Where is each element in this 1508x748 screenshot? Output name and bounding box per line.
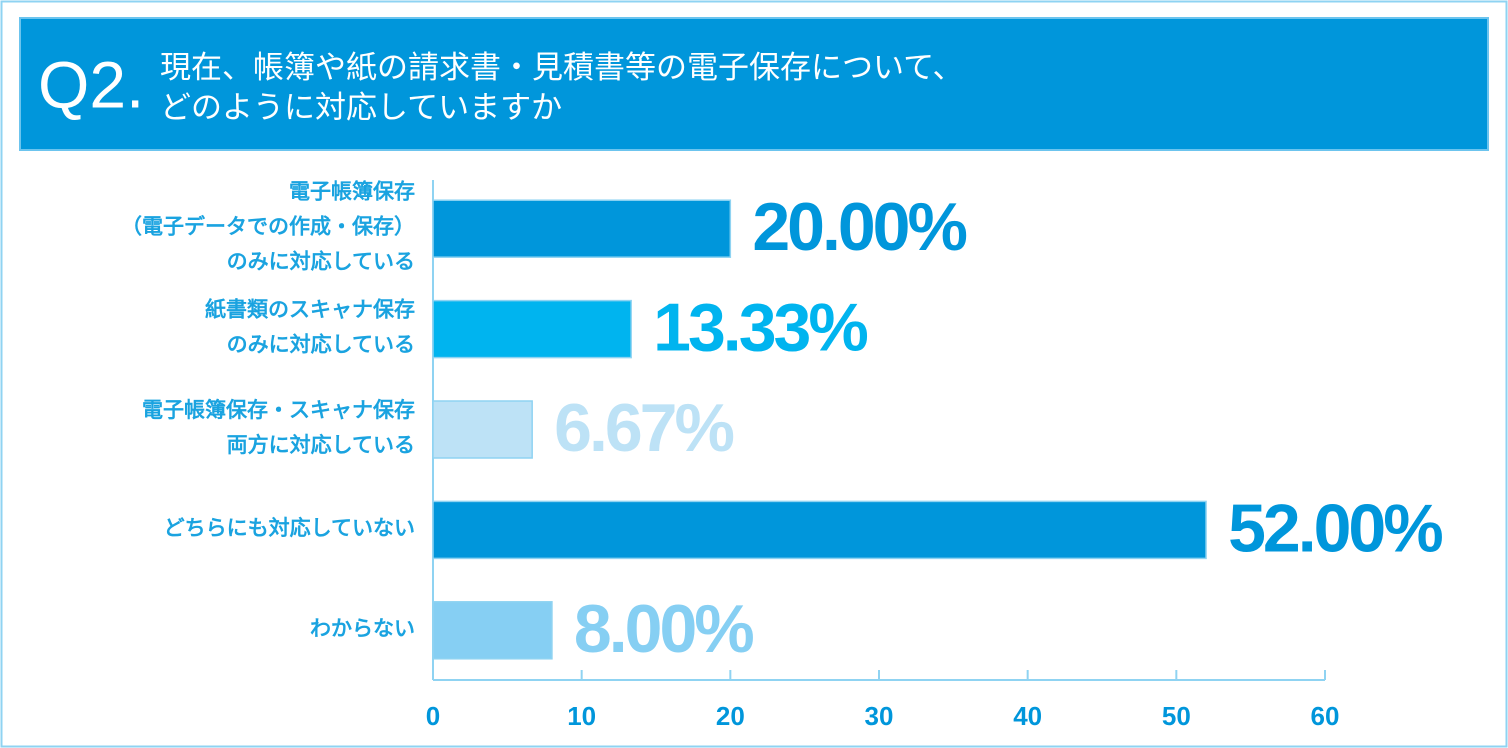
bar [432,299,632,359]
y-tick-label: 紙書類のスキャナ保存 [205,298,415,322]
header [19,17,1489,151]
bar [432,500,1207,560]
y-tick-label: のみに対応している [227,333,415,357]
x-tick-label: 20 [716,701,745,731]
value-label: 20.00% [752,189,966,265]
y-tick-label: 電子帳簿保存・スキャナ保存 [142,398,415,422]
x-tick-label: 40 [1013,701,1042,731]
x-tick-label: 60 [1311,701,1340,731]
y-tick-label: どちらにも対応していない [164,516,415,540]
x-tick-label: 50 [1162,701,1191,731]
y-tick-label: のみに対応している [227,250,415,274]
x-tick-label: 0 [426,701,440,731]
value-label: 6.67% [554,390,733,466]
y-tick-label: （電子データでの作成・保存） [121,215,415,239]
value-label: 8.00% [574,591,753,667]
x-tick-label: 10 [567,701,596,731]
bar [432,601,553,660]
y-tick-label: 電子帳簿保存 [289,180,415,204]
chart-title: 現在、帳簿や紙の請求書・見積書等の電子保存について、 [160,50,964,85]
chart-title: どのように対応していますか [160,90,562,125]
question-number: Q2. [38,47,144,121]
bar [432,199,732,258]
value-label: 13.33% [653,290,867,366]
value-label: 52.00% [1228,490,1442,566]
bar [432,400,533,459]
y-tick-label: 両方に対応している [227,433,415,457]
y-tick-label: わからない [310,617,415,640]
x-tick-label: 30 [865,701,894,731]
